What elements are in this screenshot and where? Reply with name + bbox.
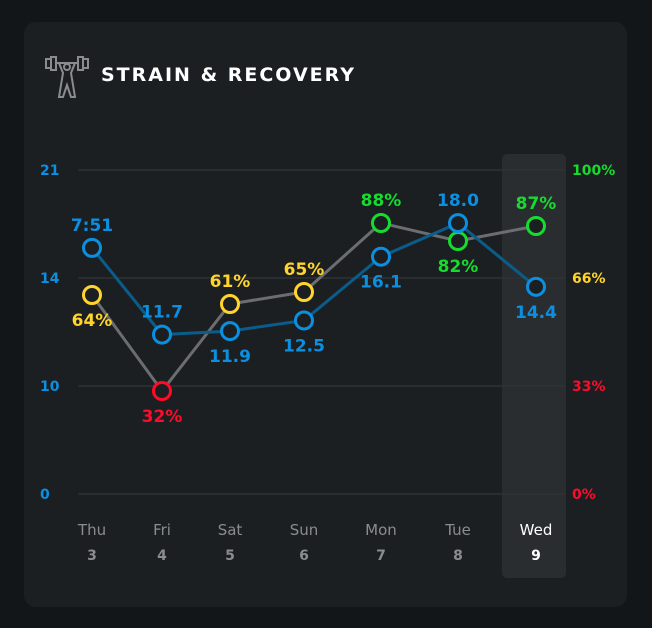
card-title: STRAIN & RECOVERY [101, 64, 356, 86]
x-tick-date: 7 [376, 548, 386, 564]
recovery-point [371, 213, 391, 233]
right-tick-label: 66% [572, 271, 606, 287]
recovery-point [220, 294, 240, 314]
left-tick-label: 21 [40, 163, 59, 179]
x-tick-day: Sat [218, 521, 243, 539]
strain-point [371, 246, 391, 267]
recovery-data-label: 87% [516, 194, 557, 214]
recovery-data-label: 64% [72, 311, 113, 331]
x-tick-day: Thu [77, 521, 106, 539]
recovery-point [448, 231, 468, 251]
strain-data-label: 14.4 [515, 303, 557, 323]
x-tick-date: 4 [157, 548, 167, 564]
recovery-point [152, 381, 172, 401]
strain-point [448, 213, 468, 234]
x-tick-date: 8 [453, 548, 463, 564]
strain-point [526, 276, 546, 297]
x-tick-day: Fri [153, 521, 171, 539]
strain-point [294, 310, 314, 331]
x-tick-date: 9 [531, 548, 541, 564]
recovery-data-label: 82% [438, 257, 479, 277]
right-tick-label: 100% [572, 163, 615, 179]
recovery-data-label: 32% [142, 407, 183, 427]
x-tick-date: 3 [87, 548, 97, 564]
strain-data-label: 18.0 [437, 191, 479, 211]
right-tick-label: 33% [572, 379, 606, 395]
right-tick-label: 0% [572, 487, 596, 503]
x-tick-day: Wed [520, 521, 553, 539]
strain-point [82, 237, 102, 258]
left-tick-label: 0 [40, 487, 50, 503]
left-tick-label: 10 [40, 379, 60, 395]
x-tick-day: Tue [444, 521, 471, 539]
recovery-data-label: 61% [210, 272, 251, 292]
strain-point [152, 324, 172, 345]
strain-data-label: 12.5 [283, 336, 325, 356]
strain-point [220, 321, 240, 342]
strain-data-label: 11.7 [141, 303, 183, 323]
weightlifter-icon [45, 56, 89, 98]
recovery-data-label: 88% [361, 191, 402, 211]
strain-data-label: 16.1 [360, 273, 402, 293]
recovery-point [294, 282, 314, 302]
strain-data-label: 11.9 [209, 347, 251, 367]
recovery-data-label: 65% [284, 260, 325, 280]
recovery-point [526, 216, 546, 236]
strain-data-label: 7:51 [71, 216, 113, 236]
left-tick-label: 14 [40, 271, 60, 287]
recovery-point [82, 285, 102, 305]
x-tick-day: Sun [290, 521, 319, 539]
x-tick-date: 5 [225, 548, 235, 564]
x-tick-date: 6 [299, 548, 309, 564]
x-tick-day: Mon [365, 521, 397, 539]
highlight-column [502, 154, 566, 578]
